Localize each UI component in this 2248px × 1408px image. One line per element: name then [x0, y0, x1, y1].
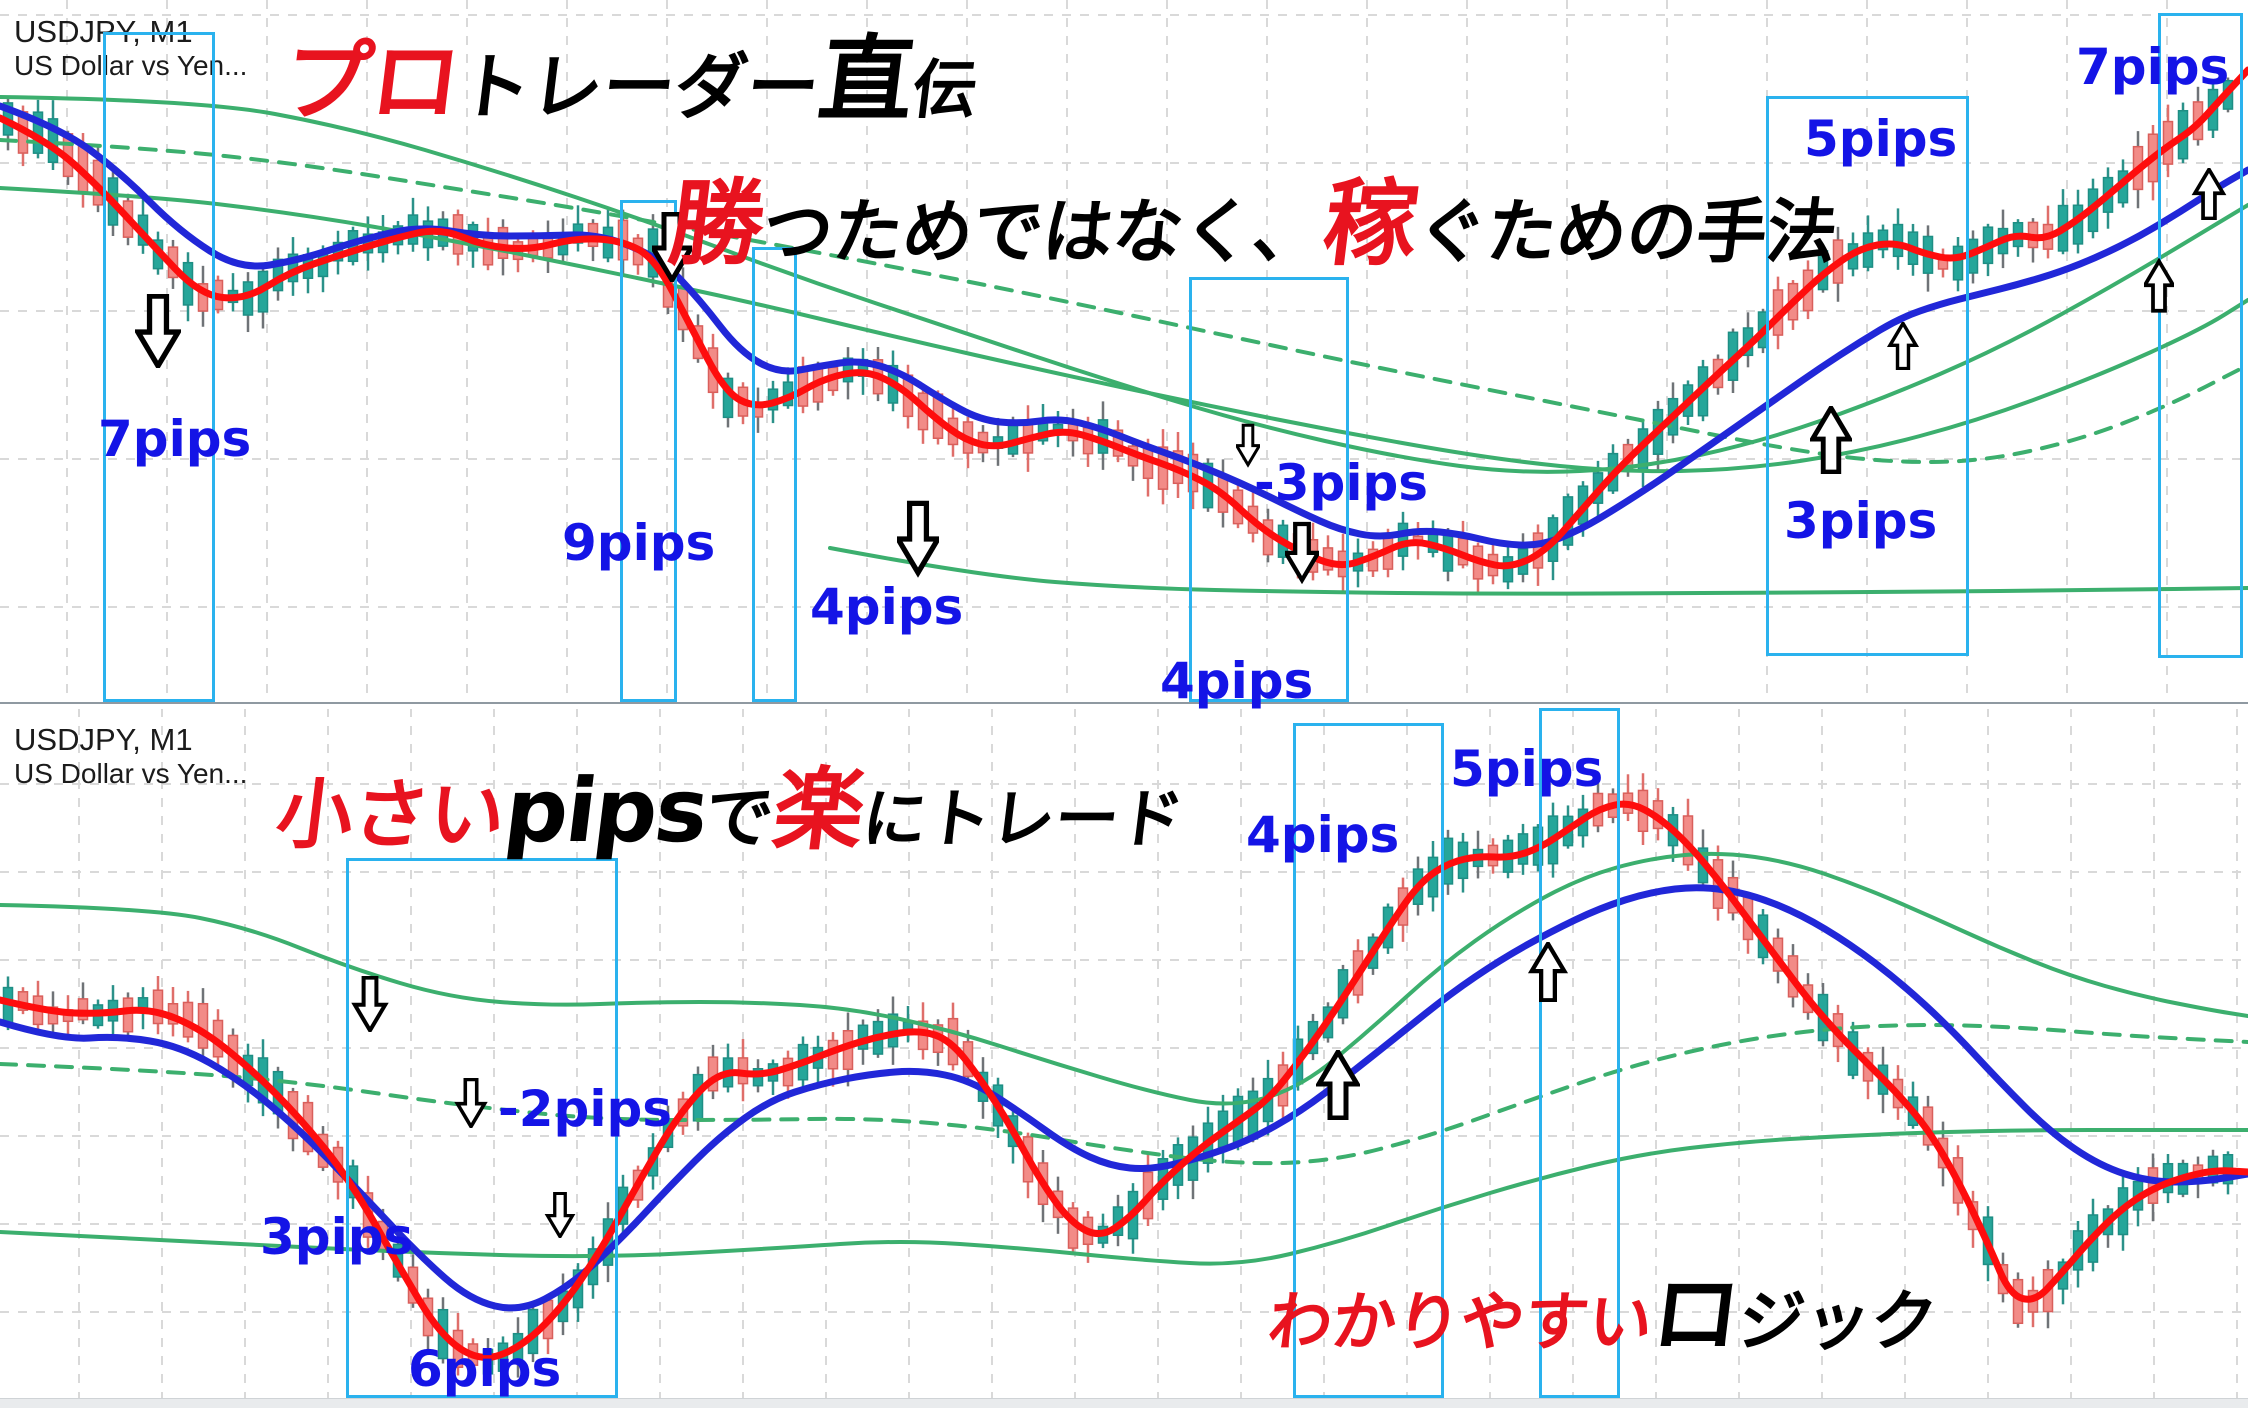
pip-count-label: 4pips: [1160, 652, 1314, 710]
pip-count-label: 4pips: [810, 578, 964, 636]
headline-segment: 小さい: [271, 770, 511, 859]
headline-segment: 稼: [1317, 170, 1425, 279]
symbol-description-top: US Dollar vs Yen...: [14, 49, 248, 81]
trade-zone-box: [620, 200, 677, 702]
pip-count-label: 9pips: [562, 514, 716, 572]
chart-bottom-scrollbar: [0, 1398, 2248, 1408]
down-arrow-icon: [893, 496, 943, 580]
pip-count-label: 5pips: [1804, 110, 1958, 168]
headline-segment: ロ: [1647, 1265, 1746, 1365]
blue-ma: [0, 884, 2248, 1312]
up-arrow-icon: [1526, 939, 1570, 1003]
headline-segment: わかりやすい: [1263, 1286, 1657, 1360]
symbol-block-top: USDJPY, M1 US Dollar vs Yen...: [14, 14, 247, 82]
down-arrow-icon: [348, 975, 392, 1035]
trade-zone-box: [346, 858, 618, 1398]
headline-segment: 勝: [663, 170, 771, 279]
down-arrow-icon: [648, 211, 696, 285]
headline-text: 勝つためではなく、稼ぐための手法: [663, 170, 1844, 279]
pip-count-label: 7pips: [98, 410, 252, 468]
headline-segment: プロ: [277, 30, 467, 133]
trade-zone-box: [103, 32, 215, 702]
slow-green-ma: [0, 95, 2248, 474]
headline-text: わかりやすいロジック: [1263, 1265, 1943, 1365]
down-arrow-icon: [1233, 422, 1263, 468]
bollinger-lower-green: [828, 546, 2248, 596]
headline-segment: ジック: [1733, 1283, 1942, 1360]
headline-segment: pips: [499, 759, 713, 862]
headline-segment: にトレード: [858, 783, 1188, 857]
pip-count-label: 5pips: [1450, 740, 1604, 798]
red-ma: [0, 800, 2248, 1361]
headline-text: 小さいpipsで楽にトレード: [271, 758, 1190, 863]
headline-text: プロトレーダー直伝: [277, 26, 984, 135]
panel-divider: [0, 702, 2248, 709]
red-ma: [0, 66, 2248, 570]
pip-count-label: 6pips: [408, 1340, 562, 1398]
bollinger-lower-green: [0, 1127, 2248, 1266]
headline-segment: ぐための手法: [1411, 191, 1842, 273]
trade-zone-box: [1766, 96, 1969, 656]
pip-count-label: -3pips: [1254, 454, 1429, 512]
symbol-description-bottom: US Dollar vs Yen...: [14, 757, 248, 789]
pip-count-label: -2pips: [498, 1080, 673, 1138]
headline-segment: 直: [813, 26, 921, 135]
symbol-label-bottom: USDJPY, M1: [14, 722, 193, 757]
pip-count-label: 4pips: [1246, 806, 1400, 864]
pip-count-label: 7pips: [2076, 38, 2230, 96]
trade-zone-box: [1293, 723, 1444, 1398]
headline-segment: 楽: [767, 758, 871, 863]
up-arrow-icon: [1808, 403, 1854, 475]
down-arrow-icon: [133, 293, 183, 372]
headline-segment: 伝: [908, 54, 982, 128]
up-arrow-icon: [1886, 320, 1920, 371]
blue-ma: [0, 102, 2248, 549]
headline-segment: で: [700, 779, 779, 858]
down-arrow-icon: [1282, 520, 1322, 585]
headline-segment: トレーダー: [453, 45, 825, 129]
trade-zone-box: [1189, 277, 1349, 702]
trade-zone-box: [2158, 13, 2243, 658]
up-arrow-icon: [1314, 1047, 1362, 1121]
pip-count-label: 3pips: [1784, 492, 1938, 550]
pip-count-label: 3pips: [260, 1208, 414, 1266]
up-arrow-icon: [2141, 257, 2177, 314]
down-arrow-icon: [543, 1191, 577, 1240]
trade-zone-box: [1539, 708, 1620, 1398]
fast-green-ma: [0, 186, 2248, 474]
trade-zone-box: [752, 247, 797, 702]
down-arrow-icon: [454, 1077, 488, 1131]
dashed-middle-green: [0, 138, 2248, 464]
up-arrow-icon: [2190, 165, 2228, 221]
symbol-block-bottom: USDJPY, M1 US Dollar vs Yen...: [14, 722, 247, 790]
headline-segment: つためではなく、: [757, 191, 1328, 273]
